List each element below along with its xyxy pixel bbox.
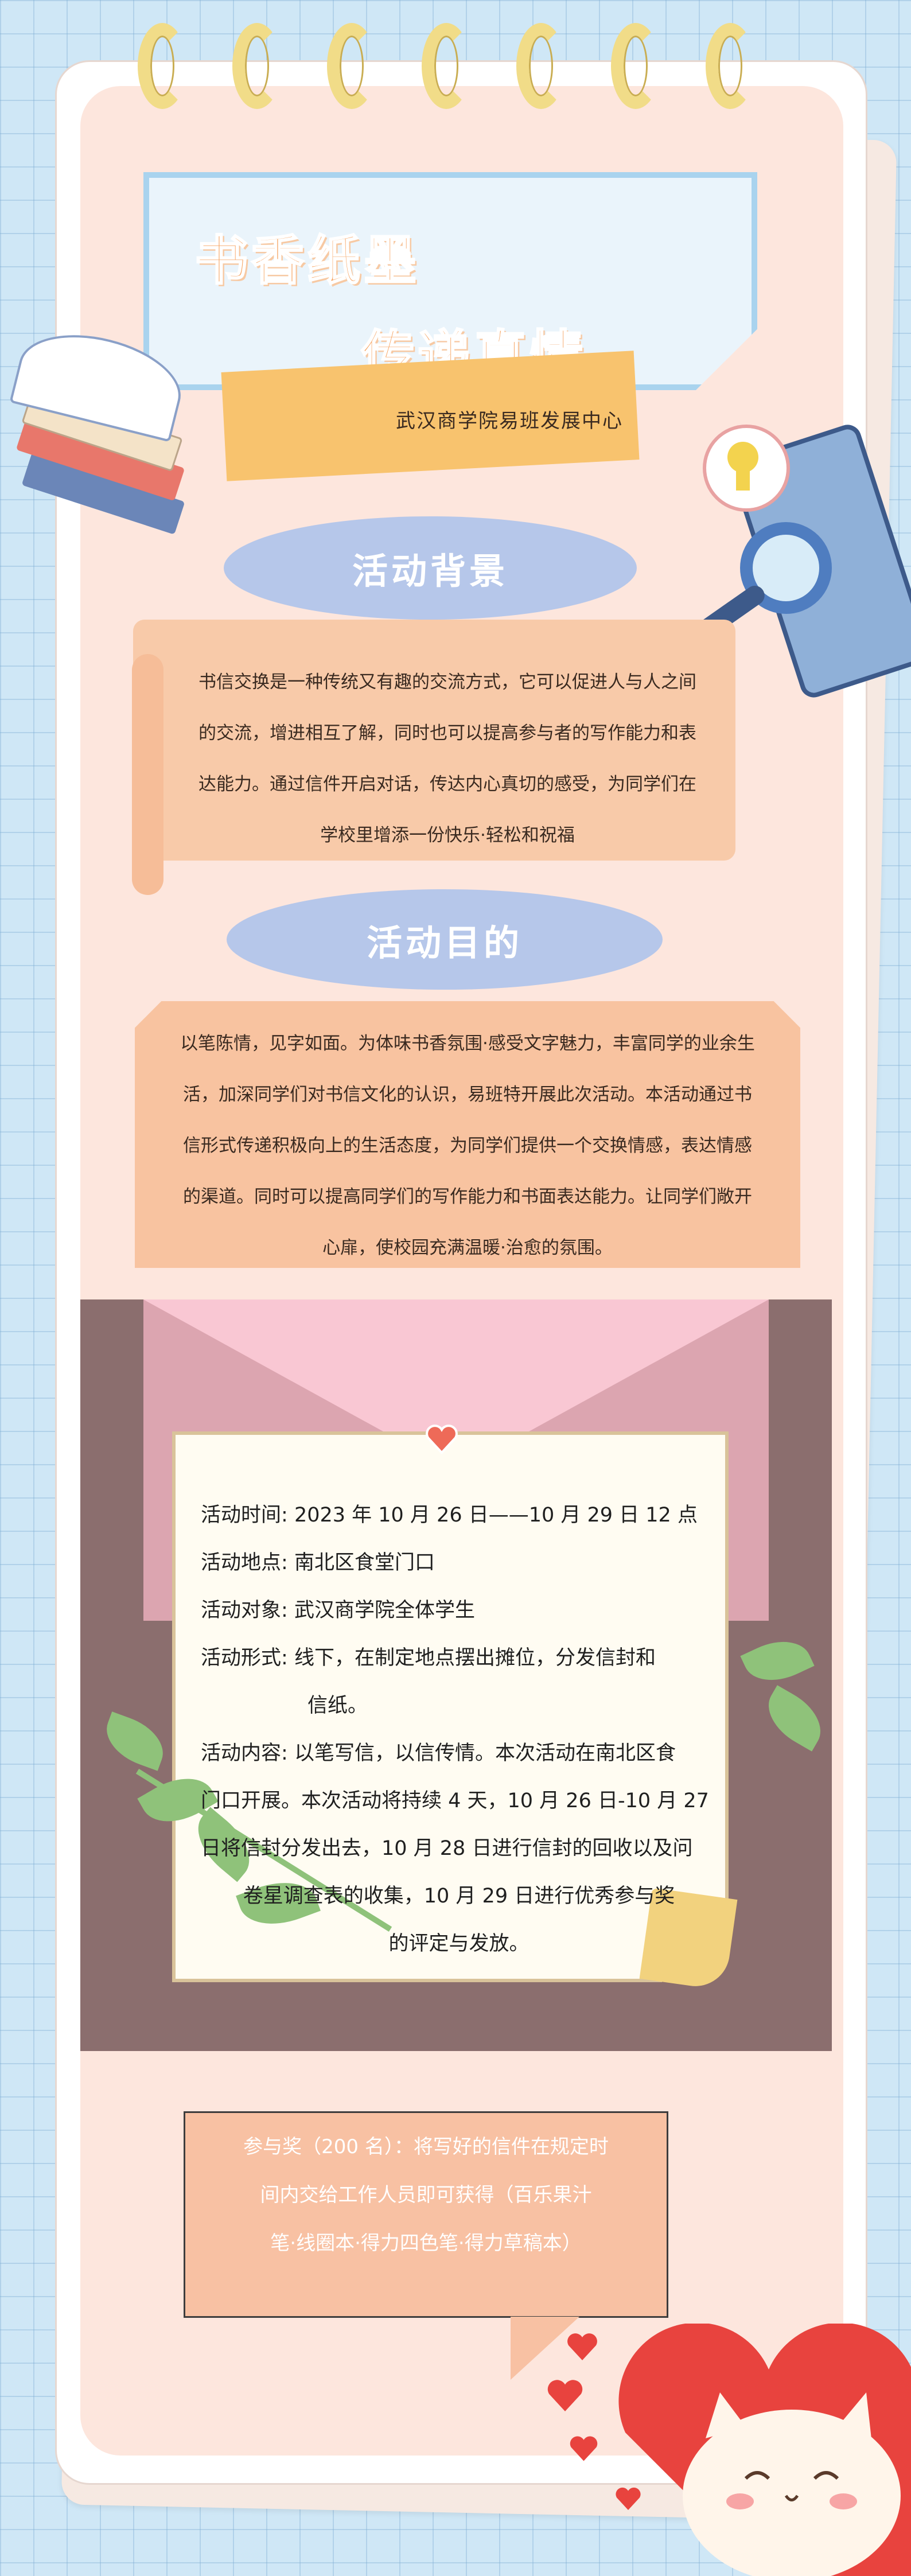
detail-audience: 活动对象: 武汉商学院全体学生 bbox=[201, 1587, 717, 1635]
detail-value: 南北区食堂门口 bbox=[294, 1551, 435, 1574]
purpose-line: 以笔陈情，见字如面。为体味书香氛围·感受文字魅力，丰富同学的业余生 bbox=[180, 1033, 755, 1054]
background-line: 达能力。通过信件开启对话，传达内心真切的感受，为同学们在 bbox=[198, 774, 696, 795]
purpose-box bbox=[135, 1001, 800, 1268]
background-line: 的交流，增进相互了解，同时也可以提高参与者的写作能力和表 bbox=[198, 723, 696, 744]
organizer-name: 武汉商学院易班发展中心 bbox=[396, 410, 623, 433]
detail-time: 活动时间: 2023 年 10 月 26 日——10 月 29 日 12 点 bbox=[201, 1492, 717, 1539]
purpose-heading: 活动目的 bbox=[227, 889, 663, 990]
award-line: 参与奖（200 名）：将写好的信件在规定时 bbox=[243, 2135, 609, 2158]
background-paragraph: 书信交换是一种传统又有趣的交流方式，它可以促进人与人之间 的交流，增进相互了解，… bbox=[172, 657, 723, 861]
ring-icon bbox=[138, 23, 187, 109]
detail-value: 武汉商学院全体学生 bbox=[294, 1599, 475, 1622]
detail-value: 以笔写信，以信传情。本次活动在南北区食 bbox=[294, 1742, 676, 1765]
background-line: 学校里增添一份快乐·轻松和祝福 bbox=[320, 825, 575, 846]
detail-content-line: 卷星调查表的收集，10 月 29 日进行优秀参与奖 bbox=[243, 1885, 675, 1908]
background-heading-text: 活动背景 bbox=[352, 550, 508, 592]
purpose-paragraph: 以笔陈情，见字如面。为体味书香氛围·感受文字魅力，丰富同学的业余生 活，加深同学… bbox=[146, 1018, 789, 1274]
detail-content-line: 日将信封分发出去，10 月 28 日进行信封的回收以及问 bbox=[201, 1837, 693, 1860]
activity-details: 活动时间: 2023 年 10 月 26 日——10 月 29 日 12 点 活… bbox=[201, 1492, 717, 1968]
award-text: 参与奖（200 名）：将写好的信件在规定时 间内交给工作人员即可获得（百乐果汁 … bbox=[189, 2123, 663, 2267]
purpose-heading-text: 活动目的 bbox=[366, 921, 523, 964]
background-line: 书信交换是一种传统又有趣的交流方式，它可以促进人与人之间 bbox=[198, 672, 696, 692]
ring-icon bbox=[327, 23, 376, 109]
detail-label: 活动形式: bbox=[201, 1647, 288, 1670]
scroll-tab-decoration bbox=[132, 654, 163, 895]
detail-content-line: 门口开展。本次活动将持续 4 天，10 月 26 日-10 月 27 bbox=[201, 1789, 709, 1812]
detail-place: 活动地点: 南北区食堂门口 bbox=[201, 1539, 717, 1587]
detail-value: 线下，在制定地点摆出摊位，分发信封和 bbox=[294, 1647, 656, 1670]
detail-content-line: 的评定与发放。 bbox=[388, 1932, 530, 1955]
detail-format: 活动形式: 线下，在制定地点摆出摊位，分发信封和 bbox=[201, 1635, 717, 1682]
heart-seal-icon bbox=[426, 1425, 458, 1454]
purpose-line: 的渠道。同时可以提高同学们的写作能力和书面表达能力。让同学们敞开 bbox=[183, 1186, 752, 1207]
background-heading: 活动背景 bbox=[224, 516, 637, 620]
purpose-line: 信形式传递积极向上的生活态度，为同学们提供一个交换情感，表达情感 bbox=[183, 1135, 752, 1156]
detail-content: 活动内容: 以笔写信，以信传情。本次活动在南北区食 bbox=[201, 1730, 717, 1777]
detail-label: 活动对象: bbox=[201, 1599, 288, 1622]
detail-label: 活动内容: bbox=[201, 1742, 288, 1765]
title-line-1: 书香纸墨 bbox=[194, 229, 421, 293]
ring-icon bbox=[706, 23, 755, 109]
background-box bbox=[133, 620, 735, 861]
detail-label: 活动地点: bbox=[201, 1551, 288, 1574]
ring-icon bbox=[611, 23, 660, 109]
ring-icon bbox=[516, 23, 566, 109]
ring-icon bbox=[422, 23, 471, 109]
detail-label: 活动时间: bbox=[201, 1504, 288, 1527]
award-line: 间内交给工作人员即可获得（百乐果汁 bbox=[260, 2184, 592, 2207]
title-frame bbox=[143, 172, 757, 390]
detail-format-cont: 信纸。 bbox=[307, 1694, 368, 1717]
ring-icon bbox=[232, 23, 282, 109]
award-line: 笔·线圈本·得力四色笔·得力草稿本） bbox=[270, 2232, 582, 2255]
cat-heart-icon bbox=[618, 2324, 911, 2576]
award-bubble bbox=[184, 2111, 668, 2318]
purpose-line: 活，加深同学们对书信文化的认识，易班特开展此次活动。本活动通过书 bbox=[183, 1084, 752, 1105]
detail-value: 2023 年 10 月 26 日——10 月 29 日 12 点 bbox=[294, 1504, 698, 1527]
purpose-line: 心扉，使校园充满温暖·治愈的氛围。 bbox=[322, 1238, 613, 1258]
